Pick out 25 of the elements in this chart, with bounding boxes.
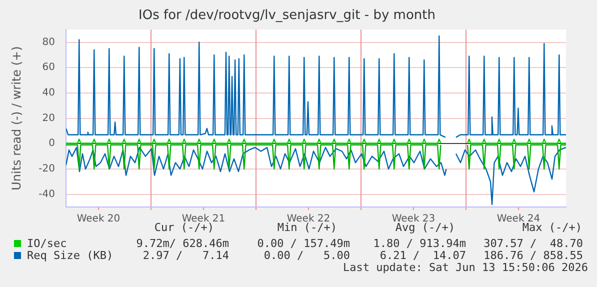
y-tick-label: 80 xyxy=(42,36,55,48)
legend-label: IO/sec xyxy=(27,237,67,250)
text: 0.00 / 157.49m xyxy=(257,237,350,250)
text: 1.80 / 913.94m xyxy=(373,237,466,250)
text: 186.76 / 858.55 xyxy=(484,249,583,262)
text: 0.00 / 5.00 xyxy=(264,249,350,262)
y-axis-title: Units read (-) / write (+) xyxy=(9,46,24,190)
text: 307.57 / 48.70 xyxy=(484,237,583,250)
y-tick-label: 60 xyxy=(42,62,55,74)
y-tick-label: 0 xyxy=(48,138,55,150)
y-tick-label: -20 xyxy=(38,164,55,175)
text: 6.21 / 14.07 xyxy=(380,249,466,262)
text: Cur (-/+) xyxy=(154,221,214,234)
y-tick-label: -40 xyxy=(38,188,55,200)
y-tick-label: 20 xyxy=(42,112,55,124)
text: 2.97 / 7.14 xyxy=(142,249,229,262)
text: Last update: Sat Jun 13 15:50:06 2026 xyxy=(342,261,588,274)
chart-title: IOs for /dev/rootvg/lv_senjasrv_git - by month xyxy=(138,8,436,24)
y-tick-label: 40 xyxy=(42,88,55,99)
text: Min (-/+) xyxy=(277,221,337,234)
text: Max (-/+) xyxy=(522,221,582,234)
text: Avg (-/+) xyxy=(395,221,455,234)
x-tick-label: Week 20 xyxy=(76,214,120,225)
legend-label: Req Size (KB) xyxy=(27,249,114,262)
text: 9.72m/ 628.46m xyxy=(136,237,229,250)
